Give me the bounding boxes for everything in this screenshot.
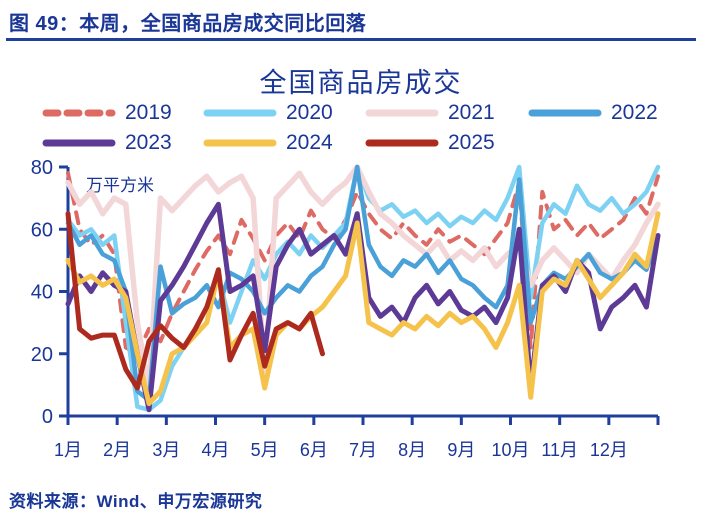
legend-item-2022: 2022 <box>528 101 658 124</box>
legend-label: 2023 <box>125 131 172 154</box>
x-axis-label: 4月 <box>201 440 229 460</box>
x-axis-label: 8月 <box>398 440 426 460</box>
legend-swatch-2023 <box>42 139 116 147</box>
x-axis-label: 3月 <box>152 440 180 460</box>
chart-title: 全国商品房成交 <box>259 68 463 98</box>
x-axis-label: 1月 <box>54 440 82 460</box>
y-axis-unit-label: 万平方米 <box>86 176 154 195</box>
series-line-2025 <box>65 211 325 391</box>
legend-item-2019: 2019 <box>42 101 172 124</box>
legend-swatch-2020 <box>203 109 277 117</box>
svg-text:20: 20 <box>31 344 53 366</box>
svg-text:40: 40 <box>31 282 53 304</box>
legend-item-2024: 2024 <box>203 131 333 154</box>
legend-swatch-2021 <box>365 109 439 117</box>
figure-title: 图 49：本周，全国商品房成交同比回落 <box>9 13 367 35</box>
legend-label: 2024 <box>286 131 333 154</box>
legend-item-2023: 2023 <box>42 131 172 154</box>
x-axis-label: 5月 <box>251 440 279 460</box>
legend-swatch-2022 <box>528 109 602 117</box>
legend-label: 2025 <box>448 131 495 154</box>
legend-label: 2022 <box>611 101 658 124</box>
x-axis-label: 7月 <box>349 440 377 460</box>
title-underline <box>6 38 696 41</box>
chart-legend: 2019 2020 2021 2022 2023 2024 2025 <box>0 0 702 160</box>
svg-text:0: 0 <box>42 406 53 428</box>
legend-swatch-2024 <box>203 139 277 147</box>
legend-label: 2021 <box>448 101 495 124</box>
legend-swatch-2025 <box>365 139 439 147</box>
legend-item-2020: 2020 <box>203 101 333 124</box>
x-axis-label: 10月 <box>491 440 529 460</box>
x-axis-label: 9月 <box>447 440 475 460</box>
svg-text:60: 60 <box>31 219 53 241</box>
legend-swatch-2019 <box>42 109 116 117</box>
x-axis-label: 11月 <box>541 440 578 460</box>
series-line-2024 <box>65 211 661 407</box>
x-axis-label: 2月 <box>103 440 131 460</box>
svg-text:80: 80 <box>31 157 53 179</box>
series-line-2021 <box>65 164 661 394</box>
x-axis-label: 6月 <box>300 440 328 460</box>
legend-item-2025: 2025 <box>365 131 495 154</box>
legend-label: 2020 <box>286 101 333 124</box>
legend-label: 2019 <box>125 101 172 124</box>
x-axis-label: 12月 <box>590 440 628 460</box>
source-note: 资料来源：Wind、申万宏源研究 <box>9 492 263 511</box>
legend-item-2021: 2021 <box>365 101 495 124</box>
